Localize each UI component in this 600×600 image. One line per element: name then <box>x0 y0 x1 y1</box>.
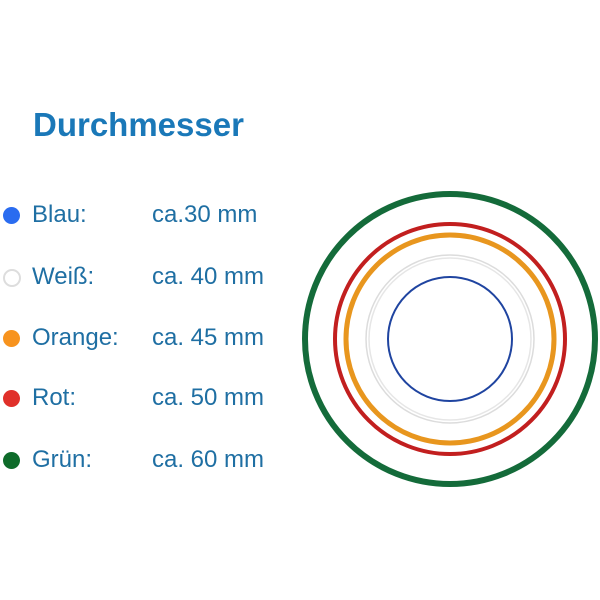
ring-orange <box>343 232 557 446</box>
ring-weiss-inner <box>368 257 532 421</box>
blue-dot-icon <box>3 207 20 224</box>
legend-label: Grün: <box>32 446 93 473</box>
legend-label: Weiß: <box>32 263 95 290</box>
legend-item-gruen: Grün: ca. 60 mm <box>0 445 300 475</box>
legend-label: Rot: <box>32 384 77 411</box>
legend-value: ca. 60 mm <box>152 446 265 473</box>
ring-gruen <box>302 191 598 487</box>
legend-value: ca. 50 mm <box>152 384 265 411</box>
white-dot-icon <box>3 269 21 287</box>
page-title: Durchmesser <box>33 106 244 143</box>
ring-weiss-outer <box>365 254 535 424</box>
red-dot-icon <box>3 390 20 407</box>
legend-value: ca.30 mm <box>152 201 258 228</box>
legend-item-rot: Rot: ca. 50 mm <box>0 383 300 413</box>
legend-item-orange: Orange: ca. 45 mm <box>0 323 300 353</box>
orange-dot-icon <box>3 330 20 347</box>
ring-rot <box>333 222 567 456</box>
legend-label: Orange: <box>32 324 119 351</box>
green-dot-icon <box>3 452 20 469</box>
legend-label: Blau: <box>32 201 87 228</box>
legend-item-blau: Blau: ca.30 mm <box>0 200 300 230</box>
legend-item-weiss: Weiß: ca. 40 mm <box>0 262 300 292</box>
legend-value: ca. 40 mm <box>152 263 265 290</box>
legend-value: ca. 45 mm <box>152 324 265 351</box>
ring-blau <box>387 276 513 402</box>
